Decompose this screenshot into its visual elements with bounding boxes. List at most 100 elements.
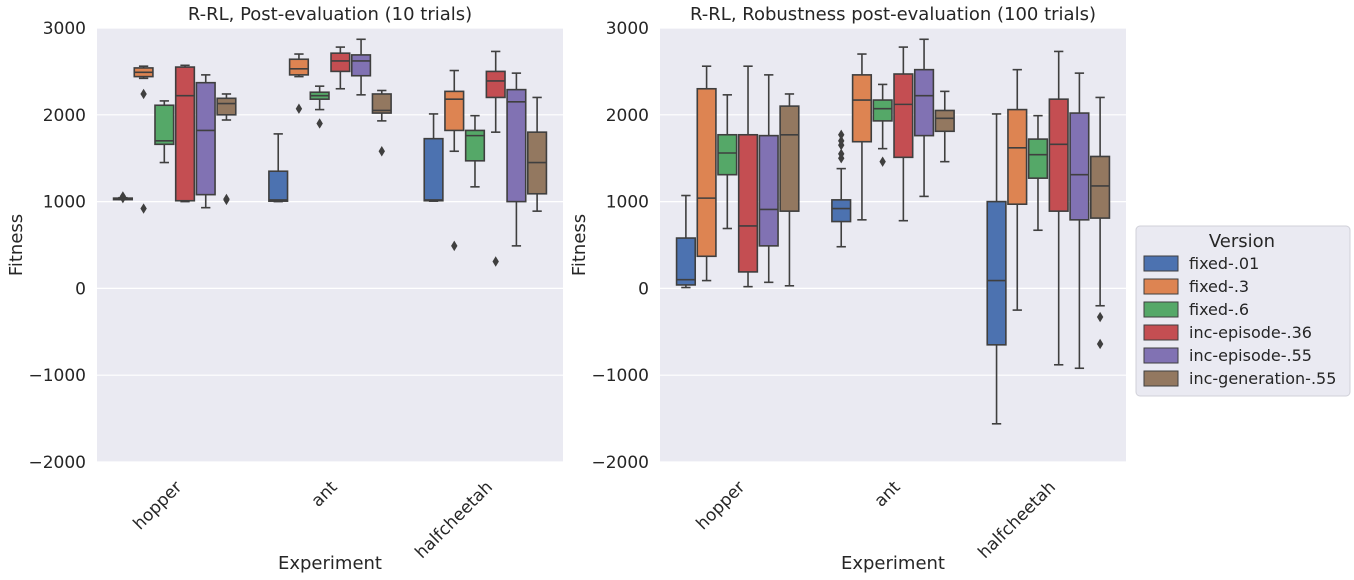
- y-tick-label: 2000: [606, 106, 649, 126]
- flier-point: [838, 129, 845, 140]
- box-fixed-.01-halfcheetah: [986, 113, 1007, 425]
- box-body: [872, 99, 893, 122]
- legend-swatch-fixed-.6: [1143, 301, 1179, 318]
- box-inc-episode-.55-halfcheetah: [1069, 72, 1090, 370]
- box-body: [1069, 112, 1090, 221]
- box-body: [464, 129, 486, 162]
- box-body: [913, 68, 935, 137]
- box-fixed-.3-hopper: [133, 65, 154, 214]
- legend-swatch-fixed-.3: [1143, 278, 1179, 295]
- legend-label-fixed-.01: fixed-.01: [1189, 254, 1259, 273]
- box-body: [934, 109, 955, 133]
- legend-label-fixed-.6: fixed-.6: [1189, 300, 1249, 319]
- box-fixed-.6-hopper: [154, 100, 175, 164]
- chart-right: 3000 2000 1000 0 −1000 −2000 hopper ant halfche…: [569, 4, 1126, 574]
- flier-point: [140, 203, 147, 214]
- box-fixed-.3-halfcheetah: [1007, 68, 1028, 311]
- box-body: [1027, 138, 1049, 179]
- x-axis-label-left: Experiment: [278, 553, 382, 574]
- legend-label-inc-episode-.36: inc-episode-.36: [1189, 323, 1312, 342]
- y-tick-label: 3000: [43, 19, 86, 39]
- x-tick-label: hopper: [129, 477, 186, 534]
- box-body: [779, 105, 800, 212]
- box-body: [195, 81, 216, 196]
- flier-point: [838, 148, 845, 160]
- box-inc-episode-.55-ant: [350, 38, 372, 96]
- flier-point: [378, 146, 385, 157]
- box-body: [288, 58, 310, 76]
- legend-title: Version: [1209, 231, 1275, 252]
- y-ticks-left: 3000 2000 1000 0 −1000 −2000: [28, 19, 86, 473]
- box-inc-generation-.55-ant: [934, 90, 955, 163]
- flier-point: [223, 193, 230, 205]
- box-body: [986, 200, 1007, 346]
- box-fixed-.01-hopper: [112, 191, 134, 204]
- y-tick-label: 3000: [606, 19, 649, 39]
- box-body: [154, 104, 175, 146]
- legend-swatch-inc-generation-.55: [1143, 370, 1179, 387]
- box-fixed-.01-halfcheetah: [423, 113, 444, 202]
- box-body: [174, 66, 196, 202]
- box-fixed-.3-ant: [288, 53, 310, 114]
- box-inc-episode-.36-halfcheetah: [485, 50, 506, 267]
- box-inc-episode-.36-ant: [893, 46, 914, 222]
- flier-point: [838, 135, 845, 147]
- box-inc-generation-.55-hopper: [216, 93, 237, 206]
- plot-area-right: [660, 28, 1126, 462]
- legend-swatch-inc-episode-.36: [1143, 324, 1179, 341]
- x-tick-label: halfcheetah: [411, 477, 496, 562]
- box-inc-episode-.36-hopper: [737, 65, 759, 288]
- y-ticks-right: 3000 2000 1000 0 −1000 −2000: [591, 19, 649, 473]
- chart-title-right: R-RL, Robustness post-evaluation (100 tr…: [690, 4, 1096, 25]
- box-fixed-.6-ant: [872, 83, 893, 167]
- x-ticks-left: hopper ant halfcheetah: [129, 477, 496, 563]
- flier-point: [140, 88, 147, 100]
- box-fixed-.6-halfcheetah: [464, 114, 486, 188]
- box-inc-episode-.36-hopper: [174, 64, 196, 203]
- flier-point: [1096, 338, 1104, 350]
- flier-point: [451, 240, 458, 252]
- box-body: [1089, 155, 1111, 219]
- box-body: [831, 199, 852, 223]
- legend-label-inc-episode-.55: inc-episode-.55: [1189, 346, 1312, 365]
- flier-point: [119, 192, 127, 204]
- y-axis-label-left: Fitness: [6, 214, 27, 276]
- box-inc-episode-.55-hopper: [758, 74, 779, 284]
- y-axis-label-right: Fitness: [569, 214, 590, 276]
- box-body: [851, 74, 873, 143]
- box-body: [423, 137, 444, 202]
- box-fixed-.6-halfcheetah: [1027, 114, 1049, 232]
- x-ticks-right: hopper ant halfcheetah: [692, 477, 1059, 563]
- box-body: [350, 54, 372, 77]
- box-body: [737, 133, 759, 273]
- box-body: [485, 70, 506, 99]
- box-body: [893, 73, 914, 159]
- legend-label-fixed-.3: fixed-.3: [1189, 277, 1249, 296]
- x-tick-label: ant: [308, 477, 342, 511]
- box-inc-episode-.55-hopper: [195, 74, 216, 209]
- box-body: [216, 97, 237, 116]
- box-body: [675, 237, 697, 286]
- chart-title-left: R-RL, Post-evaluation (10 trials): [188, 4, 472, 25]
- y-tick-label: 1000: [606, 193, 649, 213]
- y-tick-label: −2000: [591, 453, 649, 473]
- flier-point: [1096, 311, 1104, 323]
- box-inc-episode-.36-halfcheetah: [1048, 50, 1069, 366]
- flier-point: [316, 118, 323, 129]
- gridlines-left: [97, 27, 563, 463]
- flier-point: [879, 156, 886, 167]
- gridlines-right: [660, 27, 1126, 463]
- box-inc-episode-.55-ant: [913, 38, 935, 198]
- box-body: [444, 90, 465, 132]
- x-axis-label-right: Experiment: [841, 553, 945, 574]
- box-fixed-.6-ant: [309, 85, 330, 129]
- box-inc-generation-.55-ant: [371, 89, 392, 157]
- box-fixed-.3-ant: [851, 53, 873, 221]
- box-body: [717, 133, 738, 176]
- flier-point: [295, 103, 303, 114]
- box-fixed-.3-hopper: [696, 65, 717, 282]
- box-inc-episode-.55-halfcheetah: [506, 72, 527, 247]
- legend-swatch-inc-episode-.55: [1143, 347, 1179, 364]
- x-tick-label: halfcheetah: [974, 477, 1059, 562]
